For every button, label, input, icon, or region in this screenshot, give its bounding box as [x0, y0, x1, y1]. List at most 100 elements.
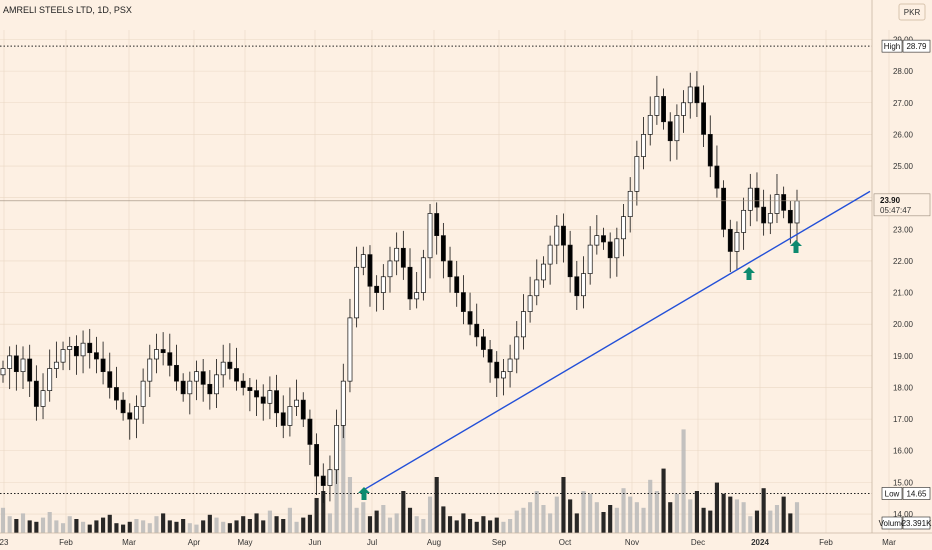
volume-bar [441, 506, 446, 533]
volume-bar [761, 488, 766, 533]
candle-body [20, 358, 26, 373]
candle-body [607, 241, 613, 259]
volume-bar [281, 519, 286, 533]
volume-bar [594, 502, 599, 533]
candle-body [794, 200, 800, 224]
volume-bar [421, 519, 426, 533]
volume-bar [194, 524, 199, 533]
volume-bar [227, 523, 232, 533]
volume-bar [387, 517, 393, 533]
volume-bar [107, 514, 112, 533]
candle-body [107, 371, 113, 388]
volume-bar [454, 520, 459, 533]
candle-body [0, 368, 6, 376]
volume-tag-label: Volume [879, 519, 906, 528]
candle-body [567, 244, 573, 278]
price-tick-label: 21.00 [893, 289, 914, 298]
low-tag-label: Low [885, 489, 900, 498]
price-tick-label: 20.00 [893, 320, 914, 329]
time-tick-label: Aug [427, 538, 441, 547]
currency-button-frame[interactable] [898, 3, 926, 21]
candle-body [494, 361, 500, 379]
time-tick-label: 23 [0, 538, 9, 547]
time-axis[interactable]: 23 Feb Mar Apr May Jun Jul Aug Sep Oct Nov Dec 2024 F… [0, 532, 932, 547]
volume-bar [494, 517, 499, 533]
overlay [0, 45, 872, 500]
candle-body [661, 96, 666, 123]
candle-body [694, 86, 700, 104]
support-arrow-jun [358, 487, 370, 500]
price-tick-label: 14.00 [893, 510, 914, 519]
candle-body [287, 406, 293, 426]
volume-bar [601, 512, 606, 533]
countdown-value: 05:47:47 [880, 206, 912, 215]
candle-body [541, 263, 546, 281]
candle-body [27, 358, 33, 382]
candle-body [674, 115, 680, 142]
candles [0, 71, 800, 503]
volume-bar [74, 519, 79, 533]
candle-body [641, 134, 646, 157]
price-tick-label: 26.00 [893, 130, 914, 139]
time-tick-label: 2024 [751, 538, 769, 547]
candle-body [93, 352, 99, 360]
volume-bar [14, 519, 19, 533]
volume-bar [634, 502, 639, 533]
volume-bar [214, 517, 219, 533]
price-axis[interactable]: 29.0028.0027.0026.0025.0024.0023.0022.00… [871, 0, 932, 533]
volume-bar [141, 520, 146, 533]
volume-bar [728, 496, 733, 533]
volume-bar [701, 507, 706, 533]
candle-body [701, 102, 707, 135]
candle-body [561, 225, 566, 246]
candle-body [307, 418, 313, 445]
candle-body [654, 96, 660, 116]
volume-bar [0, 507, 6, 533]
volume-bar [548, 513, 553, 533]
volume-bar [127, 521, 132, 533]
volume-bar [561, 477, 566, 533]
volume-bar [87, 524, 92, 533]
candle-body [360, 254, 366, 268]
candle-body [100, 358, 106, 373]
candle-body [467, 311, 473, 325]
low-tag-label-box [881, 487, 903, 500]
candle-body [754, 187, 760, 208]
candle-body [320, 475, 326, 486]
high-tag-value: 28.79 [906, 42, 927, 51]
candle-body [387, 260, 393, 278]
low-tag: Low 14.65 [881, 487, 931, 500]
candle-body [174, 364, 179, 382]
volume-bar [407, 507, 413, 533]
candle-body [294, 399, 299, 407]
volume-bar [681, 429, 686, 533]
candle-body [154, 349, 159, 360]
price-tick-label: 28.00 [893, 67, 914, 76]
price-tick-label: 15.00 [893, 478, 914, 487]
candle-body [414, 292, 420, 300]
price-tick-label: 27.00 [893, 99, 914, 108]
volume-tag-label-box [881, 516, 903, 530]
volume-bar [568, 499, 573, 533]
volume-bar [488, 520, 493, 533]
candle-body [60, 349, 66, 363]
last-price-value: 23.90 [880, 196, 901, 205]
volume-bar [501, 521, 506, 533]
candle-body [714, 165, 720, 189]
volume-bar [534, 491, 539, 533]
volume-bars [0, 407, 800, 533]
volume-bar [307, 514, 312, 533]
candle-body [327, 469, 333, 486]
candle-body [247, 387, 253, 391]
candle-body [227, 361, 233, 369]
up-arrow-icon [358, 487, 370, 500]
currency-button[interactable]: PKR [904, 8, 921, 17]
candle-body [147, 358, 153, 382]
time-tick-label: May [237, 538, 252, 547]
candle-body [260, 396, 266, 404]
volume-bar [274, 516, 279, 533]
candle-body [40, 390, 46, 407]
volume-bar [221, 521, 226, 533]
volume-tag-value-box [902, 516, 931, 530]
